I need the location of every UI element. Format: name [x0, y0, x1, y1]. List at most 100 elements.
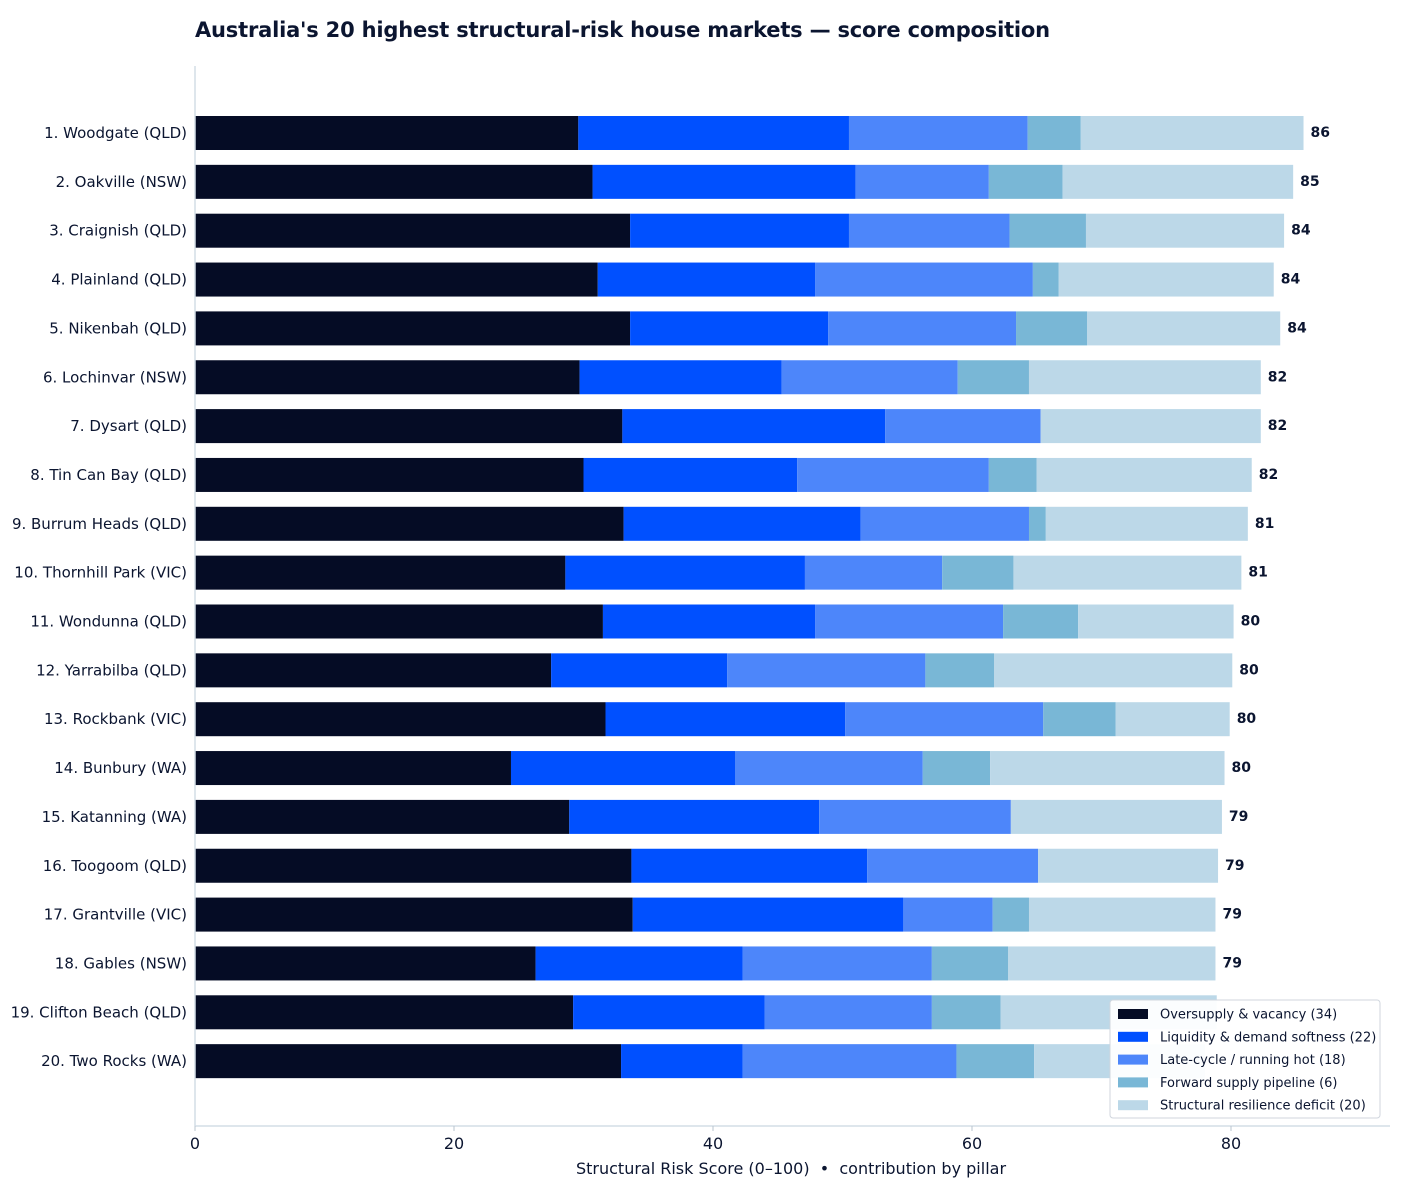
bar-segment: [579, 360, 782, 395]
legend-swatch: [1118, 1077, 1148, 1088]
bar-row: [195, 213, 1285, 248]
bar-segment: [925, 653, 995, 688]
legend-label: Forward supply pipeline (6): [1160, 1076, 1338, 1091]
bar-segment: [1028, 506, 1046, 541]
bar-segment: [828, 311, 1017, 346]
bar-segment: [931, 995, 1001, 1030]
total-label: 82: [1259, 467, 1278, 483]
total-label: 84: [1291, 223, 1311, 239]
category-label: 6. Lochinvar (NSW): [43, 368, 187, 386]
bar-segment: [1087, 311, 1281, 346]
bar-segment: [988, 457, 1037, 492]
bar-segment: [942, 555, 1014, 590]
total-label: 80: [1239, 662, 1259, 678]
bar-segment: [622, 409, 886, 444]
bar-segment: [1038, 848, 1219, 883]
bar-row: [195, 457, 1252, 492]
bar-segment: [623, 506, 861, 541]
bar-segment: [195, 653, 552, 688]
total-label: 79: [1222, 907, 1241, 923]
bar-segment: [742, 1044, 957, 1079]
bar-segment: [195, 751, 511, 786]
legend-swatch: [1118, 1054, 1148, 1065]
category-label: 11. Wondunna (QLD): [30, 613, 187, 631]
bar-segment: [1045, 506, 1248, 541]
bar-segment: [1080, 116, 1304, 150]
bar-segment: [195, 506, 624, 541]
category-label: 8. Tin Can Bay (QLD): [30, 466, 187, 484]
legend-label: Liquidity & demand softness (22): [1160, 1030, 1376, 1045]
bar-segment: [195, 604, 603, 639]
category-label: 19. Clifton Beach (QLD): [11, 1003, 187, 1021]
bar-row: [195, 653, 1233, 688]
category-label: 15. Katanning (WA): [42, 808, 187, 826]
bar-row: [195, 506, 1248, 541]
x-axis-label: Structural Risk Score (0–100) • contribu…: [576, 1159, 1006, 1178]
total-label: 79: [1222, 955, 1241, 971]
bar-row: [195, 262, 1274, 297]
bar-segment: [578, 116, 849, 150]
bar-segment: [815, 262, 1033, 297]
bar-segment: [535, 946, 743, 981]
category-label: 2. Oakville (NSW): [56, 173, 187, 191]
bar-row: [195, 848, 1219, 883]
bar-segment: [592, 164, 856, 199]
legend-items: Oversupply & vacancy (34) Liquidity & dem…: [1118, 1008, 1376, 1114]
total-label: 79: [1225, 858, 1244, 874]
bar-segment: [1009, 213, 1086, 248]
x-tick-label: 40: [703, 1134, 723, 1153]
category-label: 3. Craignish (QLD): [49, 222, 187, 240]
bar-segment: [815, 604, 1004, 639]
bar-segment: [956, 1044, 1035, 1079]
total-label: 82: [1268, 369, 1287, 385]
category-label: 18. Gables (NSW): [55, 954, 187, 972]
bar-segment: [195, 262, 598, 297]
total-label: 81: [1255, 516, 1274, 532]
bar-row: [195, 604, 1234, 639]
bar-row: [195, 164, 1294, 199]
bar-segment: [764, 995, 932, 1030]
bar-segment: [735, 751, 923, 786]
bar-segment: [195, 360, 580, 395]
bar-segment: [583, 457, 798, 492]
bar-row: [195, 409, 1261, 444]
bar-segment: [510, 751, 736, 786]
bar-row: [195, 751, 1225, 786]
bar-segment: [992, 897, 1029, 932]
bar-segment: [855, 164, 989, 199]
category-label: 13. Rockbank (VIC): [44, 710, 187, 728]
bar-segment: [195, 946, 536, 981]
bar-segment: [1028, 897, 1216, 932]
total-label: 80: [1232, 760, 1252, 776]
bar-segment: [605, 702, 846, 737]
total-label: 79: [1229, 809, 1248, 825]
bar-segment: [195, 409, 623, 444]
bars-layer: [195, 116, 1304, 1079]
total-label: 84: [1287, 320, 1307, 336]
bar-segment: [551, 653, 728, 688]
total-label: 84: [1281, 272, 1301, 288]
bar-segment: [569, 799, 820, 834]
category-label: 10. Thornhill Park (VIC): [14, 564, 187, 582]
bar-segment: [597, 262, 816, 297]
bar-segment: [781, 360, 958, 395]
bar-row: [195, 897, 1216, 932]
bar-row: [195, 360, 1261, 395]
legend-label: Structural resilience deficit (20): [1160, 1099, 1366, 1114]
bar-segment: [1040, 409, 1261, 444]
total-label: 80: [1237, 711, 1257, 727]
x-tick-label: 0: [190, 1134, 200, 1153]
bar-segment: [727, 653, 926, 688]
category-label: 17. Grantville (VIC): [44, 906, 187, 924]
legend-swatch: [1118, 1009, 1148, 1019]
bar-segment: [845, 702, 1044, 737]
bar-segment: [988, 164, 1063, 199]
bar-segment: [885, 409, 1041, 444]
bar-segment: [957, 360, 1029, 395]
bar-segment: [195, 799, 570, 834]
category-label: 4. Plainland (QLD): [51, 271, 187, 289]
category-label: 14. Bunbury (WA): [54, 759, 187, 777]
bar-segment: [195, 116, 579, 150]
bar-row: [195, 311, 1281, 346]
bar-segment: [1027, 116, 1081, 150]
